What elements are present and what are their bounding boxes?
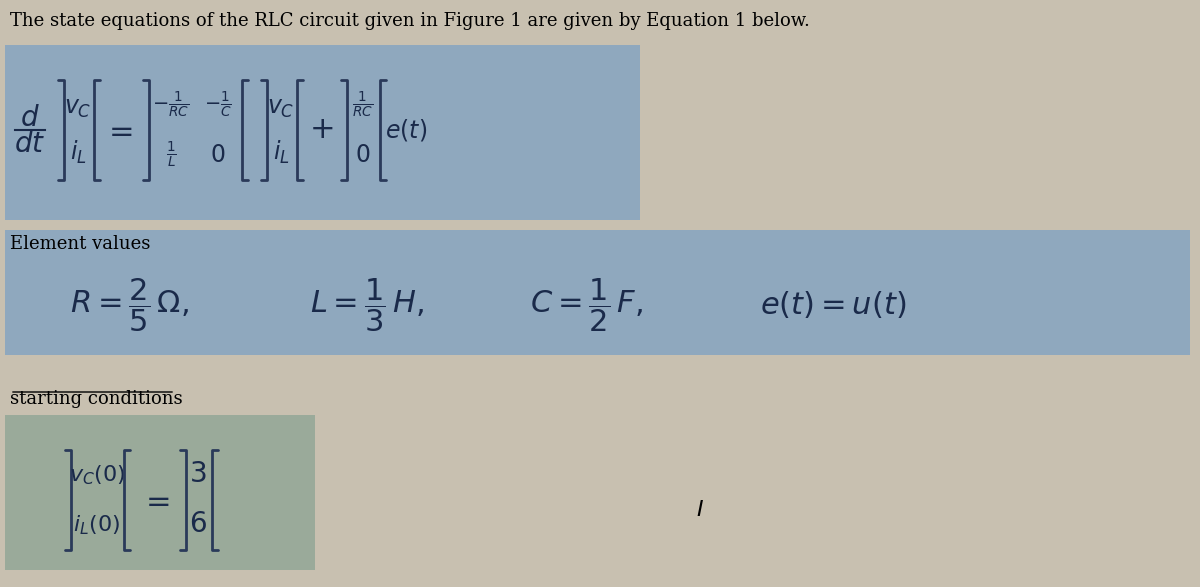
Text: $v_C(0)$: $v_C(0)$	[68, 463, 125, 487]
Text: $R = \dfrac{2}{5}\,\Omega,$: $R = \dfrac{2}{5}\,\Omega,$	[70, 276, 188, 334]
Bar	[5, 230, 1190, 355]
Text: $e(t) = u(t)$: $e(t) = u(t)$	[760, 289, 906, 321]
Text: $3$: $3$	[190, 461, 206, 488]
Text: $L = \dfrac{1}{3}\,H,$: $L = \dfrac{1}{3}\,H,$	[310, 276, 425, 334]
Text: $v_C$: $v_C$	[268, 96, 295, 120]
Text: $e(t)$: $e(t)$	[385, 117, 427, 143]
Text: $v_C$: $v_C$	[65, 96, 91, 120]
Bar	[5, 415, 314, 570]
Text: $I$: $I$	[696, 499, 704, 521]
Text: $=$: $=$	[140, 484, 170, 515]
Bar	[5, 45, 640, 220]
Text: starting conditions: starting conditions	[10, 390, 182, 408]
Text: $d$: $d$	[20, 104, 40, 131]
Text: $0$: $0$	[210, 143, 226, 167]
Text: $i_L$: $i_L$	[272, 139, 289, 166]
Text: $dt$: $dt$	[14, 130, 46, 157]
Text: $0$: $0$	[355, 143, 371, 167]
Text: $6$: $6$	[190, 511, 206, 538]
Text: The state equations of the RLC circuit given in Figure 1 are given by Equation 1: The state equations of the RLC circuit g…	[10, 12, 810, 30]
Text: $i_L$: $i_L$	[70, 139, 86, 166]
Text: $i_L(0)$: $i_L(0)$	[73, 513, 120, 537]
Text: $=$: $=$	[103, 114, 133, 146]
Text: $C = \dfrac{1}{2}\,F,$: $C = \dfrac{1}{2}\,F,$	[530, 276, 643, 334]
Text: $+$: $+$	[308, 114, 334, 146]
Text: $-\frac{1}{C}$: $-\frac{1}{C}$	[204, 90, 232, 120]
Text: $\frac{1}{RC}$: $\frac{1}{RC}$	[353, 90, 373, 120]
Text: Element values: Element values	[10, 235, 150, 253]
Text: $-\frac{1}{RC}$: $-\frac{1}{RC}$	[152, 90, 190, 120]
Text: $\frac{1}{L}$: $\frac{1}{L}$	[166, 140, 176, 170]
